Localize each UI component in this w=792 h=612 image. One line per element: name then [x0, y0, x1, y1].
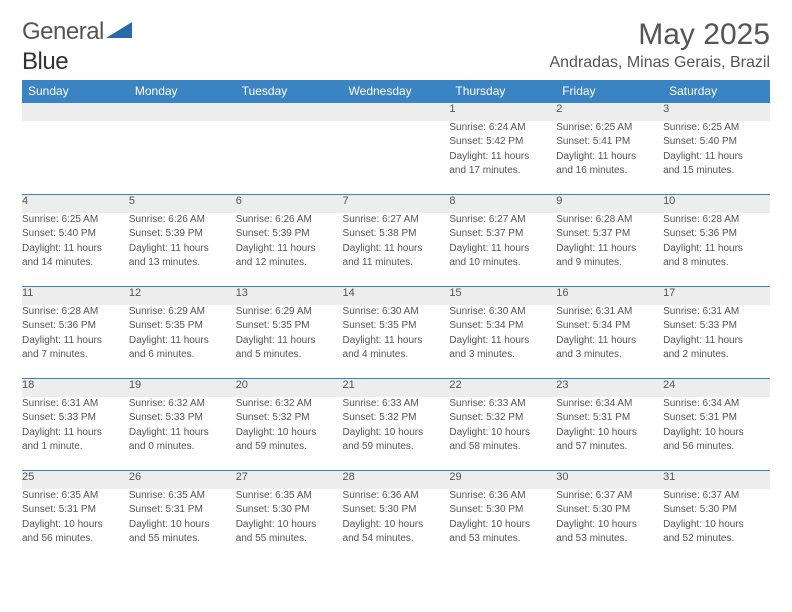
day-detail-cell: [343, 121, 450, 195]
day-detail-cell: Sunrise: 6:34 AMSunset: 5:31 PMDaylight:…: [663, 397, 770, 471]
day-detail-cell: Sunrise: 6:28 AMSunset: 5:36 PMDaylight:…: [663, 213, 770, 287]
day-detail-cell: Sunrise: 6:37 AMSunset: 5:30 PMDaylight:…: [556, 489, 663, 563]
day-detail-cell: Sunrise: 6:31 AMSunset: 5:33 PMDaylight:…: [22, 397, 129, 471]
day-number-cell: 22: [449, 379, 556, 397]
day-number-cell: 13: [236, 287, 343, 305]
logo: General: [22, 18, 132, 46]
day-number-cell: 1: [449, 103, 556, 121]
day-detail-cell: Sunrise: 6:25 AMSunset: 5:41 PMDaylight:…: [556, 121, 663, 195]
day-number-cell: 30: [556, 471, 663, 489]
day-detail-cell: Sunrise: 6:36 AMSunset: 5:30 PMDaylight:…: [343, 489, 450, 563]
logo-word1: General: [22, 18, 104, 46]
day-number-cell: 8: [449, 195, 556, 213]
day-detail-cell: Sunrise: 6:32 AMSunset: 5:33 PMDaylight:…: [129, 397, 236, 471]
day-detail-cell: Sunrise: 6:35 AMSunset: 5:31 PMDaylight:…: [22, 489, 129, 563]
day-number-cell: 15: [449, 287, 556, 305]
day-detail-cell: [129, 121, 236, 195]
day-number-cell: 14: [343, 287, 450, 305]
day-detail-cell: Sunrise: 6:28 AMSunset: 5:37 PMDaylight:…: [556, 213, 663, 287]
day-number-cell: 10: [663, 195, 770, 213]
day-number-cell: 5: [129, 195, 236, 213]
day-detail-cell: Sunrise: 6:35 AMSunset: 5:30 PMDaylight:…: [236, 489, 343, 563]
day-header: Friday: [556, 80, 663, 103]
day-number-cell: 27: [236, 471, 343, 489]
day-detail-cell: Sunrise: 6:25 AMSunset: 5:40 PMDaylight:…: [22, 213, 129, 287]
day-number-cell: 17: [663, 287, 770, 305]
day-detail-cell: Sunrise: 6:36 AMSunset: 5:30 PMDaylight:…: [449, 489, 556, 563]
day-number-cell: 3: [663, 103, 770, 121]
day-detail-cell: Sunrise: 6:26 AMSunset: 5:39 PMDaylight:…: [129, 213, 236, 287]
calendar-table: SundayMondayTuesdayWednesdayThursdayFrid…: [22, 80, 770, 563]
day-number-cell: 2: [556, 103, 663, 121]
subtitle-location: Andradas, Minas Gerais, Brazil: [549, 54, 770, 72]
day-number-cell: 18: [22, 379, 129, 397]
day-detail-cell: Sunrise: 6:29 AMSunset: 5:35 PMDaylight:…: [236, 305, 343, 379]
day-detail-cell: [22, 121, 129, 195]
day-header: Monday: [129, 80, 236, 103]
day-number-cell: [22, 103, 129, 121]
page-title: May 2025: [638, 18, 770, 52]
day-detail-cell: Sunrise: 6:34 AMSunset: 5:31 PMDaylight:…: [556, 397, 663, 471]
day-detail-cell: Sunrise: 6:33 AMSunset: 5:32 PMDaylight:…: [449, 397, 556, 471]
day-header: Wednesday: [343, 80, 450, 103]
day-header-row: SundayMondayTuesdayWednesdayThursdayFrid…: [22, 80, 770, 103]
day-detail-cell: Sunrise: 6:37 AMSunset: 5:30 PMDaylight:…: [663, 489, 770, 563]
day-number-cell: 26: [129, 471, 236, 489]
day-number-cell: 11: [22, 287, 129, 305]
day-detail-cell: Sunrise: 6:29 AMSunset: 5:35 PMDaylight:…: [129, 305, 236, 379]
day-detail-cell: Sunrise: 6:30 AMSunset: 5:34 PMDaylight:…: [449, 305, 556, 379]
day-detail-cell: Sunrise: 6:33 AMSunset: 5:32 PMDaylight:…: [343, 397, 450, 471]
day-detail-cell: Sunrise: 6:30 AMSunset: 5:35 PMDaylight:…: [343, 305, 450, 379]
day-number-cell: 19: [129, 379, 236, 397]
day-number-cell: [129, 103, 236, 121]
day-number-cell: 28: [343, 471, 450, 489]
day-number-cell: 7: [343, 195, 450, 213]
day-detail-cell: Sunrise: 6:31 AMSunset: 5:33 PMDaylight:…: [663, 305, 770, 379]
day-detail-cell: Sunrise: 6:26 AMSunset: 5:39 PMDaylight:…: [236, 213, 343, 287]
day-number-cell: [236, 103, 343, 121]
day-detail-cell: Sunrise: 6:27 AMSunset: 5:37 PMDaylight:…: [449, 213, 556, 287]
day-detail-cell: Sunrise: 6:31 AMSunset: 5:34 PMDaylight:…: [556, 305, 663, 379]
day-number-cell: 20: [236, 379, 343, 397]
day-number-cell: 4: [22, 195, 129, 213]
day-header: Thursday: [449, 80, 556, 103]
day-header: Saturday: [663, 80, 770, 103]
day-header: Sunday: [22, 80, 129, 103]
day-number-cell: 21: [343, 379, 450, 397]
day-detail-cell: Sunrise: 6:28 AMSunset: 5:36 PMDaylight:…: [22, 305, 129, 379]
day-number-cell: 24: [663, 379, 770, 397]
day-header: Tuesday: [236, 80, 343, 103]
day-number-cell: 25: [22, 471, 129, 489]
day-number-cell: 12: [129, 287, 236, 305]
day-number-cell: 16: [556, 287, 663, 305]
day-number-cell: 29: [449, 471, 556, 489]
logo-triangle-icon: [106, 20, 132, 45]
day-detail-cell: Sunrise: 6:24 AMSunset: 5:42 PMDaylight:…: [449, 121, 556, 195]
day-detail-cell: [236, 121, 343, 195]
day-detail-cell: Sunrise: 6:25 AMSunset: 5:40 PMDaylight:…: [663, 121, 770, 195]
day-detail-cell: Sunrise: 6:35 AMSunset: 5:31 PMDaylight:…: [129, 489, 236, 563]
day-number-cell: 31: [663, 471, 770, 489]
day-detail-cell: Sunrise: 6:32 AMSunset: 5:32 PMDaylight:…: [236, 397, 343, 471]
day-number-cell: 9: [556, 195, 663, 213]
day-detail-cell: Sunrise: 6:27 AMSunset: 5:38 PMDaylight:…: [343, 213, 450, 287]
logo-word2: Blue: [22, 48, 68, 75]
day-number-cell: 6: [236, 195, 343, 213]
day-number-cell: [343, 103, 450, 121]
day-number-cell: 23: [556, 379, 663, 397]
